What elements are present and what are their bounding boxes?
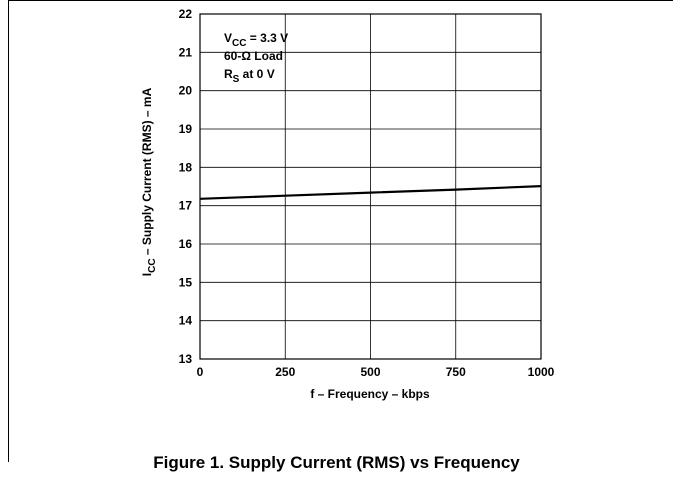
y-axis-label: ICC – Supply Current (RMS) – mA: [140, 87, 158, 276]
x-tick-label: 0: [197, 365, 204, 379]
conditions-annotation: VCC = 3.3 V 60-Ω Load RS at 0 V: [224, 31, 288, 85]
x-tick-labels: 0 250 500 750 1000: [197, 365, 555, 379]
y-tick-labels: 13 14 15 16 17 18 19 20 21 22: [179, 7, 193, 366]
annotation-vcc: VCC = 3.3 V: [224, 31, 288, 49]
series-group: [199, 185, 542, 200]
y-tick-label: 21: [179, 45, 193, 59]
y-tick-label: 14: [179, 314, 193, 328]
y-tick-label: 16: [179, 237, 193, 251]
annotation-load: 60-Ω Load: [224, 49, 283, 63]
series-line: [199, 185, 542, 200]
x-tick-label: 750: [446, 365, 466, 379]
y-tick-label: 18: [179, 160, 193, 174]
figure-caption: Figure 1. Supply Current (RMS) vs Freque…: [153, 453, 520, 472]
y-tick-label: 15: [179, 275, 193, 289]
frame-top-border: [8, 0, 673, 1]
frame-left-border: [8, 0, 9, 462]
y-tick-label: 22: [179, 7, 193, 21]
y-tick-label: 20: [179, 84, 193, 98]
x-tick-label: 500: [360, 365, 380, 379]
y-tick-label: 19: [179, 122, 193, 136]
x-tick-label: 1000: [528, 365, 555, 379]
y-tick-label: 17: [179, 199, 193, 213]
y-tick-label: 13: [179, 352, 193, 366]
x-tick-label: 250: [275, 365, 295, 379]
annotation-rs: RS at 0 V: [224, 67, 275, 85]
x-axis-label: f – Frequency – kbps: [310, 387, 430, 401]
grid-lines: [199, 13, 542, 360]
